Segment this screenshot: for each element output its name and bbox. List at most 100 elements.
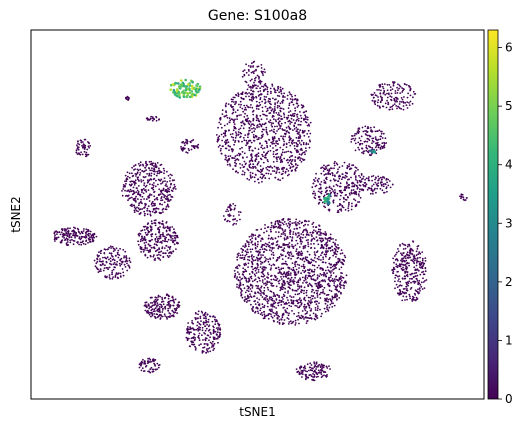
data-point <box>272 147 274 149</box>
data-point <box>315 283 318 285</box>
data-point <box>265 249 268 252</box>
data-point <box>386 181 388 184</box>
data-point <box>292 281 295 284</box>
data-point <box>389 186 392 189</box>
data-point <box>296 166 298 169</box>
data-point <box>73 226 75 229</box>
data-point <box>370 189 373 192</box>
data-point <box>258 234 260 237</box>
data-point <box>159 311 161 313</box>
data-point <box>254 135 257 138</box>
data-point <box>159 295 162 298</box>
data-point <box>310 299 312 301</box>
data-point <box>298 285 301 288</box>
data-point <box>238 154 241 157</box>
data-point <box>325 178 328 181</box>
data-point <box>167 256 170 259</box>
data-point <box>303 260 306 263</box>
data-point <box>395 99 398 102</box>
data-point <box>320 259 322 261</box>
data-point <box>235 131 237 134</box>
data-point <box>331 278 334 280</box>
data-point <box>306 277 309 279</box>
data-point <box>237 152 240 155</box>
data-point <box>319 234 322 236</box>
data-point <box>298 287 301 289</box>
data-point <box>393 261 395 264</box>
data-point <box>249 121 252 123</box>
data-point <box>169 307 171 309</box>
data-point <box>337 244 339 246</box>
data-point <box>335 293 338 295</box>
data-point <box>269 246 272 249</box>
data-point <box>159 254 162 257</box>
data-point <box>254 159 257 162</box>
data-point <box>229 133 232 136</box>
data-point <box>138 213 141 215</box>
data-point <box>162 252 165 255</box>
data-point <box>303 134 306 137</box>
data-point <box>243 69 246 71</box>
data-point <box>296 114 298 116</box>
data-point <box>256 266 259 269</box>
data-point <box>391 183 394 186</box>
data-point <box>271 299 274 302</box>
data-point <box>153 304 156 306</box>
data-point <box>252 127 255 129</box>
data-point <box>338 277 341 279</box>
data-point <box>288 127 291 130</box>
data-point <box>256 104 259 107</box>
data-point <box>403 96 405 98</box>
data-point <box>155 300 158 303</box>
data-point <box>287 277 290 280</box>
data-point <box>325 300 328 302</box>
data-point <box>308 260 310 263</box>
data-point <box>278 137 280 140</box>
data-point <box>239 254 242 257</box>
data-point <box>299 159 301 162</box>
data-point <box>295 163 297 166</box>
data-point <box>163 169 166 172</box>
data-point <box>356 181 359 184</box>
data-point <box>332 190 334 193</box>
data-point <box>299 137 301 140</box>
data-point <box>345 175 348 178</box>
data-point <box>379 187 382 190</box>
data-point <box>145 190 148 193</box>
data-point <box>380 130 382 133</box>
data-point <box>273 91 276 93</box>
data-point <box>412 258 415 261</box>
data-point <box>332 241 335 244</box>
data-point <box>213 330 216 333</box>
data-point <box>305 142 308 145</box>
data-point <box>338 208 341 211</box>
data-point <box>115 247 118 250</box>
data-point <box>405 253 408 256</box>
data-point <box>171 237 174 240</box>
data-point <box>305 229 307 232</box>
data-point <box>324 206 327 209</box>
cluster-right-mid-tail <box>358 175 394 195</box>
data-point <box>156 196 159 199</box>
data-point <box>391 269 394 271</box>
data-point <box>134 207 137 210</box>
data-point <box>414 299 417 302</box>
data-point <box>303 158 306 161</box>
data-point <box>335 287 338 289</box>
data-point <box>54 240 56 242</box>
data-point <box>121 190 123 192</box>
data-point <box>392 257 394 260</box>
data-point <box>337 261 339 264</box>
data-point <box>57 236 60 239</box>
data-point <box>288 283 291 286</box>
data-point <box>326 272 328 275</box>
data-point <box>247 266 250 268</box>
data-point <box>350 138 353 141</box>
data-point <box>324 173 327 176</box>
data-point <box>158 193 161 196</box>
data-point <box>245 162 247 165</box>
data-point <box>136 168 139 171</box>
data-point <box>404 257 407 260</box>
data-point <box>411 102 414 105</box>
data-point <box>408 104 411 106</box>
